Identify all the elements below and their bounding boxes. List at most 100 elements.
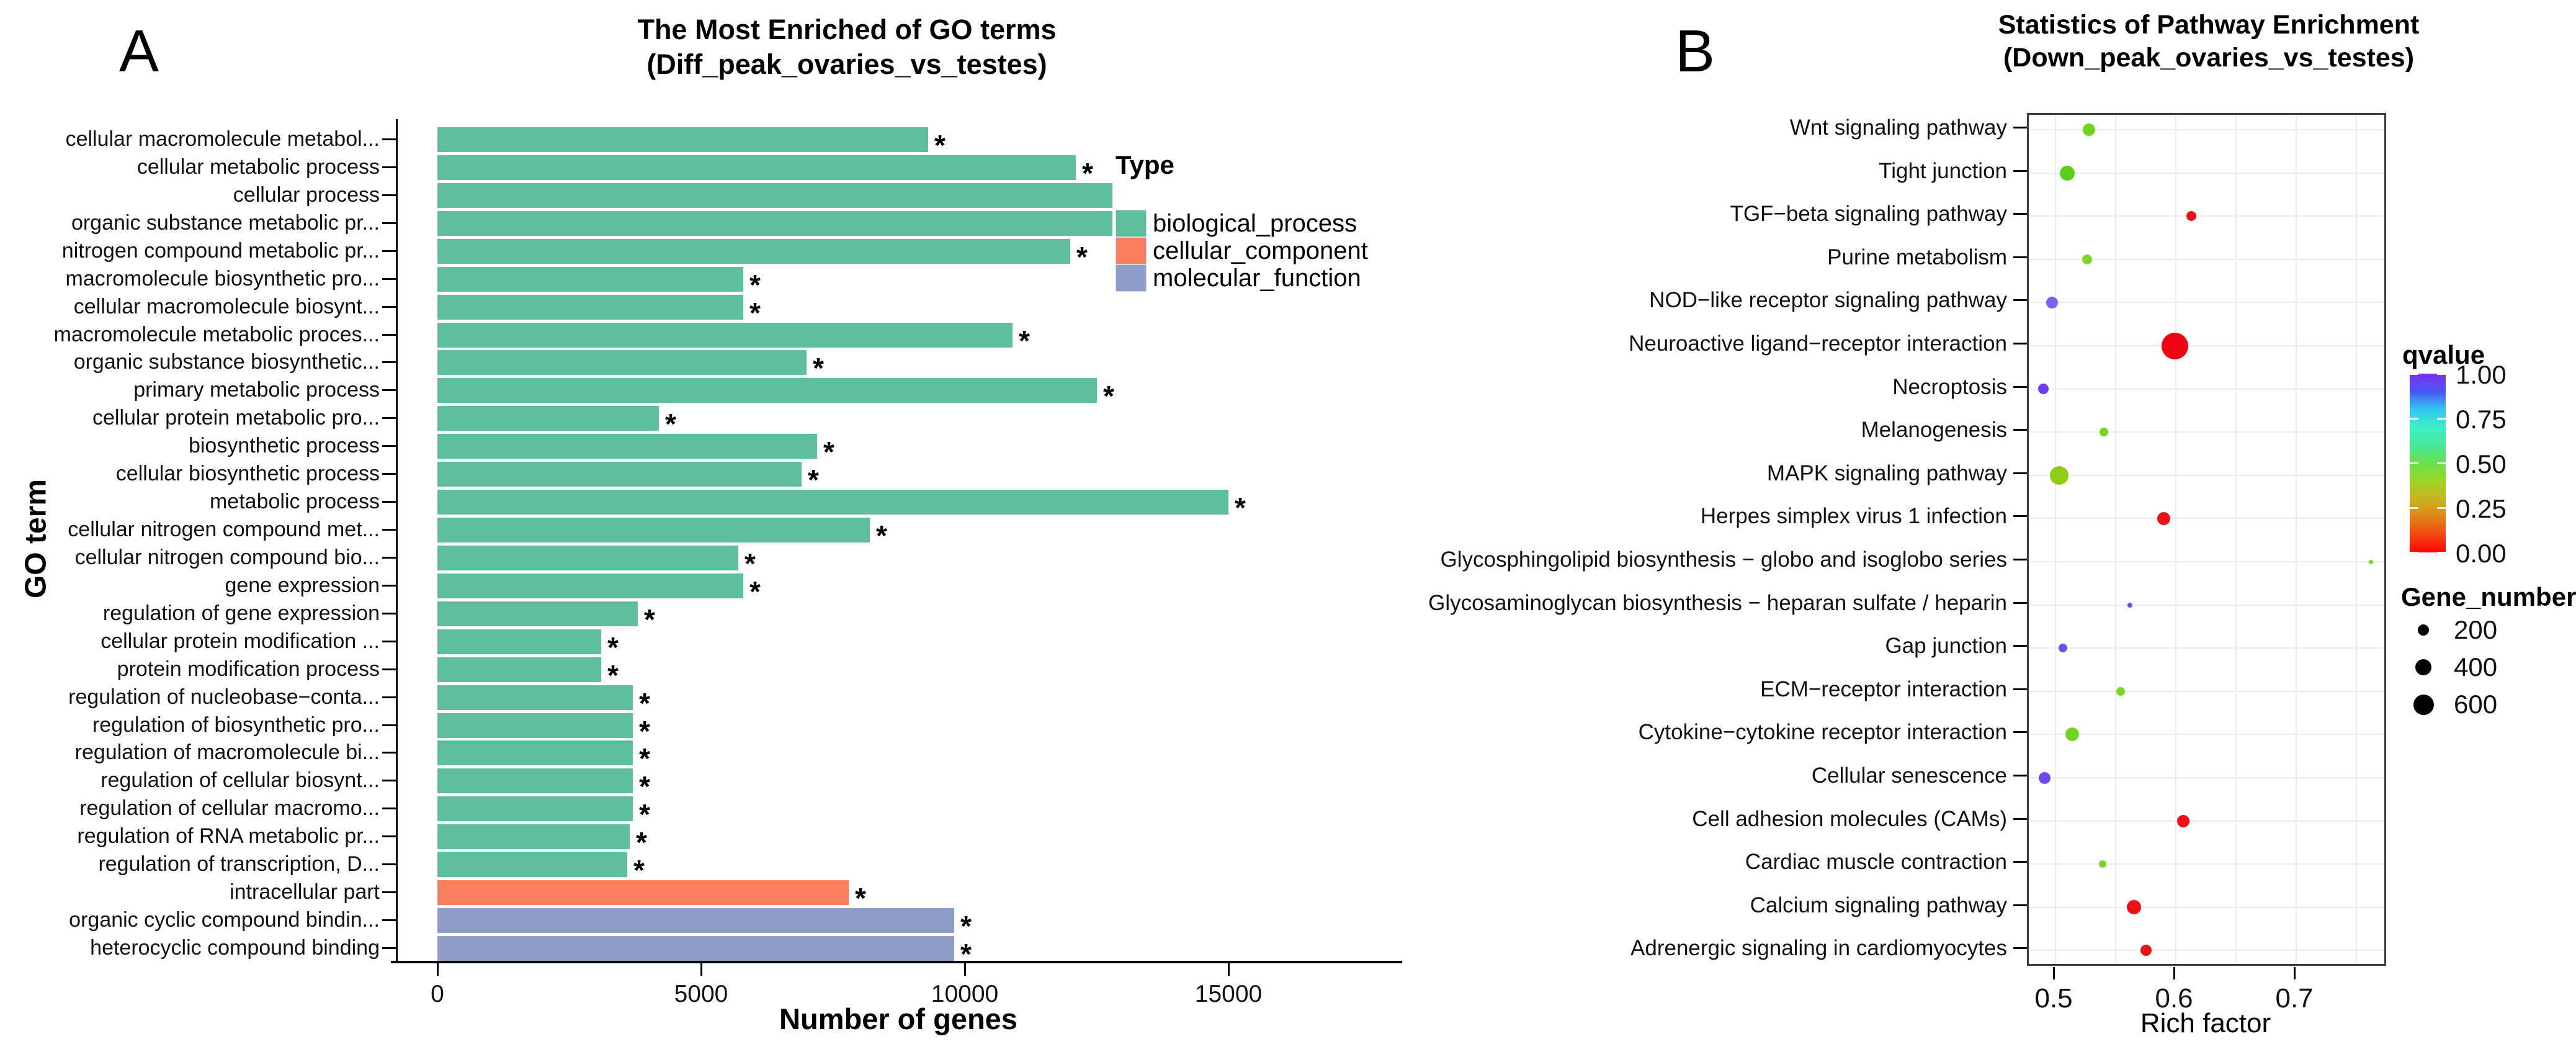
qvalue-tick-label: 1.00 <box>2456 360 2507 389</box>
qvalue-colorbar-tick <box>2437 418 2446 420</box>
significance-asterisk: * <box>1103 380 1114 413</box>
significance-asterisk: * <box>639 770 650 803</box>
y-axis-tick <box>2013 904 2027 906</box>
qvalue-colorbar-tick <box>2410 507 2418 509</box>
go-term-bar <box>437 322 1013 348</box>
pathway-label: Cardiac muscle contraction <box>1745 850 2007 875</box>
significance-asterisk: * <box>1019 324 1030 357</box>
x-gridline <box>2356 115 2358 964</box>
legend-swatch <box>1116 237 1147 264</box>
x-axis-tick <box>437 963 439 976</box>
y-gridline <box>2029 734 2384 736</box>
pathway-dot <box>2046 296 2058 308</box>
go-term-bar <box>437 350 807 376</box>
legend-swatch <box>1116 264 1147 292</box>
y-axis-tick <box>382 222 396 224</box>
y-axis-tick <box>382 919 396 922</box>
y-gridline <box>2029 820 2384 822</box>
y-gridline <box>2029 863 2384 865</box>
y-axis-tick <box>382 863 396 866</box>
y-axis-tick <box>2013 515 2027 518</box>
gene-number-dot <box>2415 659 2431 675</box>
qvalue-tick-label: 0.25 <box>2456 494 2507 523</box>
significance-asterisk: * <box>934 129 946 161</box>
go-term-bar <box>437 238 1070 264</box>
pathway-label: Adrenergic signaling in cardiomyocytes <box>1630 936 2007 961</box>
y-axis-tick <box>382 780 396 782</box>
significance-asterisk: * <box>607 631 619 664</box>
pathway-label: Necroptosis <box>1892 374 2007 399</box>
y-gridline <box>2029 647 2384 649</box>
pathway-label: Cytokine−cytokine receptor interaction <box>1638 720 2007 745</box>
y-axis-tick <box>2013 731 2027 734</box>
go-term-label: cellular macromolecule metabol... <box>65 127 380 151</box>
y-axis-tick <box>382 835 396 838</box>
significance-asterisk: * <box>823 436 834 469</box>
legend-item: cellular_component <box>1116 237 1401 264</box>
qvalue-legend-title: qvalue <box>2402 340 2485 369</box>
y-axis-tick <box>382 361 396 364</box>
pathway-label: Gap junction <box>1885 634 2007 659</box>
significance-asterisk: * <box>855 882 866 915</box>
significance-asterisk: * <box>639 686 650 719</box>
go-term-bar <box>437 796 633 822</box>
y-axis-tick <box>382 250 396 252</box>
y-axis-tick <box>2013 645 2027 647</box>
go-term-label: cellular biosynthetic process <box>115 462 380 486</box>
qvalue-tick-label: 0.75 <box>2456 405 2507 434</box>
panel-b-label: B <box>1675 18 1715 84</box>
x-gridline <box>2055 115 2057 964</box>
go-term-bar <box>437 852 627 878</box>
y-gridline <box>2029 215 2384 217</box>
qvalue-colorbar-tick <box>2410 462 2418 464</box>
panel-a-title-line2: (Diff_peak_ovaries_vs_testes) <box>646 48 1047 80</box>
y-axis-tick <box>382 612 396 614</box>
pathway-label: Purine metabolism <box>1827 245 2007 269</box>
significance-asterisk: * <box>749 296 761 329</box>
go-term-label: nitrogen compound metabolic pr... <box>61 238 380 263</box>
pathway-label: Calcium signaling pathway <box>1750 893 2007 917</box>
y-axis-tick <box>382 668 396 670</box>
qvalue-colorbar-tick <box>2410 552 2418 554</box>
significance-asterisk: * <box>749 575 761 608</box>
go-term-bar <box>437 713 633 738</box>
go-term-bar <box>437 378 1097 403</box>
y-gridline <box>2029 604 2384 606</box>
y-axis-tick <box>2013 472 2027 474</box>
significance-asterisk: * <box>1082 156 1093 189</box>
pathway-dot <box>2161 332 2188 359</box>
go-term-label: cellular nitrogen compound bio... <box>74 545 380 569</box>
go-term-bar <box>437 266 743 292</box>
y-axis-tick <box>2013 775 2027 776</box>
y-axis-tick <box>382 808 396 810</box>
go-term-label: cellular protein modification ... <box>101 629 380 653</box>
x-axis-tick <box>2053 967 2055 979</box>
pathway-dot <box>2083 124 2096 136</box>
go-term-bar <box>437 434 817 459</box>
x-gridline <box>2175 115 2177 964</box>
go-term-label: regulation of cellular macromo... <box>79 796 380 821</box>
x-axis-tick-label: 15000 <box>1194 981 1263 1007</box>
pathway-label: NOD−like receptor signaling pathway <box>1649 288 2007 313</box>
go-term-bar <box>437 545 738 570</box>
y-axis-tick <box>382 166 396 168</box>
x-axis-tick <box>964 963 966 976</box>
significance-asterisk: * <box>633 854 645 887</box>
pathway-label: Glycosphingolipid biosynthesis − globo a… <box>1440 547 2008 572</box>
pathway-dot <box>2099 428 2108 437</box>
go-term-label: regulation of RNA metabolic pr... <box>77 824 380 848</box>
panel-a-legend: Type biological_process cellular_componen… <box>1116 150 1368 292</box>
go-term-label: cellular nitrogen compound met... <box>68 518 380 542</box>
pathway-dot <box>2368 559 2373 564</box>
pathway-dot <box>2127 602 2133 608</box>
y-gridline <box>2029 690 2384 692</box>
pathway-dot <box>2140 945 2152 956</box>
pathway-dot <box>2049 466 2068 485</box>
y-axis-tick <box>382 194 396 196</box>
go-term-bar <box>437 657 601 682</box>
panel-a-title: The Most Enriched of GO terms (Diff_peak… <box>475 12 1219 82</box>
go-term-label: intracellular part <box>230 880 380 904</box>
go-term-label: organic substance biosynthetic... <box>73 350 380 374</box>
panel-b-title: Statistics of Pathway Enrichment (Down_p… <box>1898 9 2519 74</box>
x-axis-tick-label: 0.6 <box>2155 983 2193 1014</box>
